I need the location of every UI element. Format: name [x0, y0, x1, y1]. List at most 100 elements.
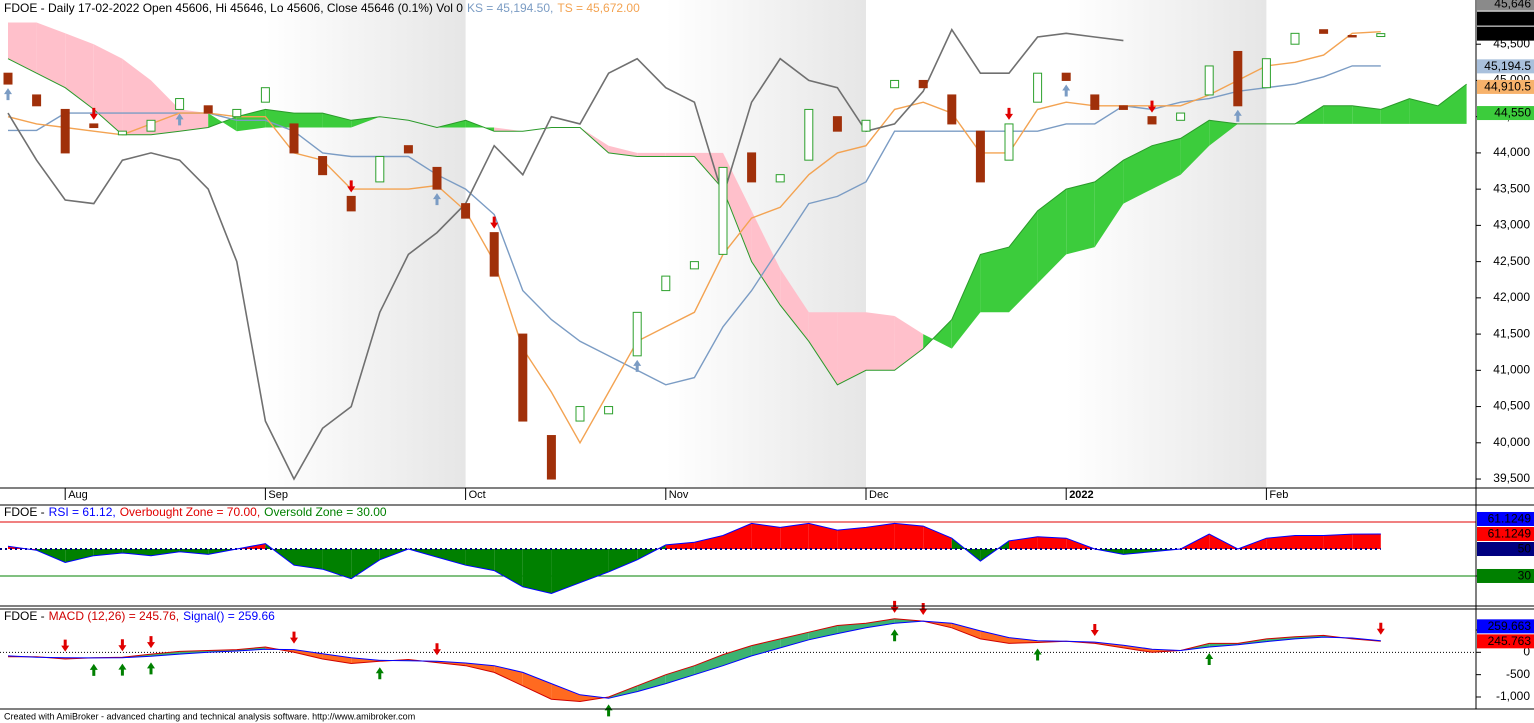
sell-arrow	[61, 639, 70, 652]
candle	[175, 98, 185, 110]
candle	[32, 94, 42, 107]
candle	[1061, 72, 1071, 81]
value-box-label: 45,646	[1494, 11, 1531, 25]
rsi-fill	[723, 523, 752, 549]
rsi-fill	[65, 549, 94, 563]
cloud-segment	[1066, 181, 1095, 255]
header-title: FDOE - Daily 17-02-2022 Open 45606, Hi 4…	[4, 1, 463, 15]
y-tick-label: 43,500	[1493, 181, 1530, 195]
cloud-segment	[1094, 160, 1124, 248]
value-box-label: 30	[1518, 569, 1532, 583]
cloud-segment	[1323, 105, 1353, 124]
x-tick-label: Aug	[68, 489, 88, 501]
buy-arrow	[1033, 648, 1042, 661]
cloud-segment	[1123, 145, 1152, 204]
candle	[861, 119, 871, 132]
value-box	[1477, 0, 1534, 11]
footer: Created with AmiBroker - advanced charti…	[4, 711, 415, 721]
cloud-segment	[65, 33, 94, 110]
panel-header: FDOE - MACD (12,26) = 245.76, Signal() = 2…	[4, 609, 275, 623]
candle	[832, 116, 842, 132]
buy-arrow	[4, 88, 12, 101]
rsi-fill	[1123, 549, 1152, 555]
rsi-fill	[1009, 536, 1038, 549]
rsi-line	[7, 522, 1381, 595]
value-box-label: 61.1249	[1488, 512, 1532, 526]
panel-header: FDOE - Daily 17-02-2022 Open 45606, Hi 4…	[4, 1, 640, 15]
rsi-fill	[608, 549, 638, 572]
value-box-label: 61.1249	[1488, 527, 1532, 541]
cloud-segment	[1380, 98, 1410, 124]
candle	[60, 108, 70, 154]
candle	[1319, 29, 1329, 34]
candle	[1118, 105, 1128, 110]
candle	[117, 130, 127, 136]
candle	[804, 108, 814, 161]
value-box-label: 50	[1518, 542, 1532, 556]
candle	[604, 406, 614, 415]
x-tick-label: Oct	[469, 489, 486, 501]
cloud-segment	[1352, 105, 1381, 124]
buy-arrow	[1205, 652, 1214, 665]
cloud-segment	[1409, 98, 1438, 124]
cloud-segment	[951, 254, 981, 349]
cloud-segment	[8, 22, 37, 74]
rsi-fill	[1266, 535, 1295, 549]
buy-arrow	[890, 629, 899, 642]
value-box	[1477, 26, 1534, 41]
buy-arrow	[375, 667, 384, 680]
rsi-fill	[93, 549, 123, 556]
value-box-label: 44,910.5	[1484, 80, 1531, 94]
candle	[375, 156, 385, 183]
rsi-fill	[494, 549, 523, 587]
candle	[1347, 35, 1357, 38]
candle	[632, 311, 642, 357]
cloud-segment	[1152, 138, 1181, 190]
y-tick-label: 39,500	[1493, 471, 1530, 485]
value-box	[1477, 511, 1534, 526]
x-tick-label: 2022	[1069, 489, 1093, 501]
rsi-fill	[522, 549, 552, 594]
sell-arrow	[433, 643, 441, 656]
indicator-line	[7, 28, 1124, 481]
cloud-segment	[780, 268, 809, 342]
sell-arrow	[118, 639, 127, 652]
sell-arrow	[1005, 107, 1013, 120]
candle	[1204, 65, 1214, 96]
header-item: TS = 45,672.00	[557, 1, 640, 15]
y-tick-label: 41,500	[1493, 326, 1530, 340]
macd-ribbon	[294, 649, 323, 659]
candle	[318, 156, 328, 176]
candle	[546, 435, 556, 480]
cloud-segment	[322, 113, 352, 128]
cloud-segment	[179, 109, 209, 132]
candle	[718, 166, 728, 255]
macd-ribbon	[837, 623, 866, 634]
buy-arrow	[1233, 109, 1242, 122]
header-item: MACD (12,26) = 245.76,	[49, 609, 179, 623]
value-box	[1477, 59, 1534, 74]
value-box	[1477, 541, 1534, 556]
month-shade	[265, 0, 466, 487]
candle	[461, 203, 471, 219]
cloud-segment	[494, 127, 523, 132]
buy-arrow	[147, 662, 155, 675]
value-box-label: 45,646	[1494, 26, 1531, 40]
candle	[403, 145, 413, 154]
candle	[918, 79, 928, 89]
cloud-segment	[36, 22, 66, 88]
y-tick-label: 42,500	[1493, 254, 1530, 268]
rsi-fill	[1295, 535, 1324, 549]
sell-arrow	[347, 180, 356, 193]
candle	[1376, 33, 1386, 38]
x-tick-label: Nov	[669, 489, 689, 501]
rsi-fill	[151, 549, 180, 556]
macd-ribbon	[723, 645, 752, 666]
value-box	[1477, 11, 1534, 26]
value-box-label: 44,550	[1494, 106, 1531, 120]
buy-arrow	[1062, 84, 1071, 97]
candle	[346, 195, 356, 212]
rsi-fill	[694, 535, 723, 549]
buy-arrow	[633, 359, 642, 372]
rsi-fill	[808, 523, 838, 549]
